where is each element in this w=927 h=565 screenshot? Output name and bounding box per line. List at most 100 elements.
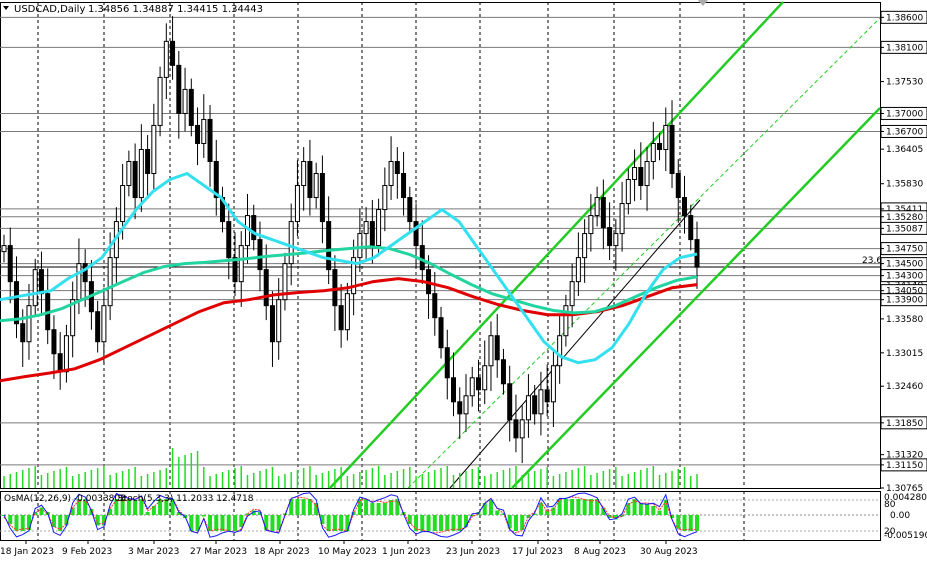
osma-bar [307, 499, 312, 515]
price-levels [0, 16, 880, 466]
candle-body [32, 269, 38, 307]
price-axis-label: 1.35280 [886, 213, 923, 223]
candle-body [51, 329, 57, 355]
osma-bar [95, 515, 100, 526]
osma-bar [576, 499, 581, 515]
osma-bar [414, 515, 419, 531]
candle-body [126, 160, 132, 187]
indicator-scale-20: 20 [884, 527, 896, 537]
osma-bar [432, 515, 437, 531]
osma-bar [645, 504, 650, 515]
time-axis-label: 1 Jun 2023 [382, 547, 430, 557]
candle-body [438, 317, 444, 349]
osma-bar [70, 507, 75, 515]
osma-bar [464, 515, 468, 527]
price-axis-label: 1.34750 [886, 245, 923, 255]
osma-bar [320, 515, 325, 524]
candle-body [313, 173, 319, 199]
candle-body [475, 377, 481, 391]
price-axis-label: 1.32460 [886, 382, 923, 392]
osma-bar [445, 515, 450, 531]
osma-bar [495, 510, 500, 515]
osma-bar [220, 515, 225, 531]
time-axis-label: 23 Jun 2023 [446, 547, 500, 557]
oscillator-panel [0, 492, 880, 538]
osma-bar [657, 510, 662, 515]
candle-body [575, 257, 581, 283]
osma-bar [595, 499, 600, 515]
price-axis-label: 1.34500 [886, 260, 923, 270]
candle-body [101, 305, 107, 343]
osma-bar [208, 515, 213, 531]
candle-body [419, 245, 425, 271]
price-axis-label: 1.37530 [886, 78, 923, 88]
stoch-label: Stoch(5,3,3) 11.2033 12.4718 [118, 494, 254, 504]
price-axis-label: 1.35411 [886, 205, 923, 215]
osma-bar [451, 515, 456, 531]
osma-bar [688, 515, 693, 531]
ma-mid-line [0, 245, 698, 323]
indicator-scale-top: 0.0042803 [884, 493, 927, 503]
candle-body [20, 323, 26, 343]
candle-body [388, 160, 394, 187]
candle-body [569, 281, 575, 307]
candle-body [294, 185, 300, 223]
osma-label: OsMA(12,26,9) -0.0033808 [4, 494, 126, 504]
osma-bar [620, 515, 625, 517]
candle-body [451, 377, 457, 403]
osma-bar [520, 515, 525, 530]
candle-body [632, 167, 638, 181]
osma-bar [51, 515, 56, 527]
candle-body [176, 64, 182, 114]
osma-bar [632, 499, 637, 515]
osma-bar [588, 499, 593, 515]
osma-bar [170, 499, 175, 515]
candle-body [7, 245, 13, 283]
osma-bar [513, 515, 518, 531]
price-axis-label: 1.34050 [886, 287, 923, 297]
candles [1, 16, 700, 464]
candle-body [307, 160, 313, 199]
candle-body [682, 197, 688, 217]
candle-body [594, 197, 600, 217]
candle-body [195, 124, 201, 144]
candle-body [95, 311, 101, 343]
fib-level-label: 23.6 [862, 256, 882, 266]
osma-bar [289, 499, 294, 515]
osma-bar [545, 510, 550, 515]
osma-bar [420, 515, 425, 531]
time-axis-label: 10 May 2023 [318, 547, 377, 557]
candle-body [151, 124, 157, 175]
time-axis-label: 30 Aug 2023 [640, 547, 698, 557]
candle-body [657, 142, 663, 150]
candle-body [482, 365, 488, 391]
candle-body [463, 395, 469, 415]
osma-bar [226, 515, 231, 531]
osma-bar [439, 515, 444, 531]
candle-body [107, 257, 113, 307]
osma-bar [214, 515, 219, 531]
time-axis-label: 18 Jan 2023 [0, 547, 54, 557]
candle-body [444, 347, 450, 379]
time-axis-label: 3 Mar 2023 [128, 547, 179, 557]
stoch-main-line [3, 492, 698, 538]
osma-bar [326, 515, 331, 531]
osma-bar [557, 499, 562, 515]
candle-body [376, 209, 382, 247]
candle-body [351, 257, 357, 295]
candle-body [1, 245, 7, 253]
osma-bar [507, 515, 512, 529]
candle-body [326, 221, 332, 271]
price-axis-label: 1.31850 [886, 419, 923, 429]
osma-bar [76, 499, 81, 515]
osma-bar [39, 507, 44, 515]
osma-bar [301, 499, 306, 515]
osma-bar [120, 499, 125, 515]
osma-bar [470, 515, 475, 516]
candle-body [26, 305, 32, 343]
candle-body [251, 215, 257, 241]
channel-upper-line [329, 1, 784, 489]
osma-bar [389, 500, 394, 515]
